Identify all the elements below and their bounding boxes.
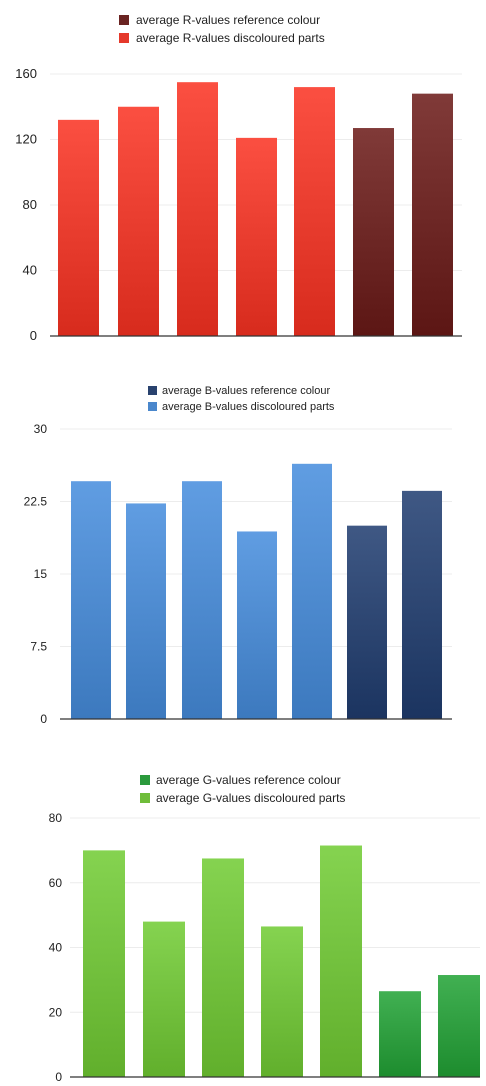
y-tick-label: 40 <box>23 263 37 278</box>
legend-swatch-discoloured <box>140 793 150 803</box>
bar-discoloured-parts <box>182 481 222 719</box>
r-bars <box>58 82 453 337</box>
bar-discoloured-parts <box>126 503 166 719</box>
bar-discoloured-parts <box>83 850 125 1077</box>
b-y-ticks: 0 7.5 15 22.5 30 <box>24 422 48 726</box>
legend-label-discoloured: average G-values discoloured parts <box>156 791 345 805</box>
legend-label-discoloured: average R-values discoloured parts <box>136 31 325 45</box>
b-values-chart: average B-values reference colour averag… <box>24 385 452 726</box>
bar-reference-colour <box>347 525 387 719</box>
b-bars <box>71 463 442 719</box>
legend-swatch-discoloured <box>119 33 129 43</box>
bar-discoloured-parts <box>71 481 111 719</box>
r-y-ticks: 0 40 80 120 160 <box>15 66 37 343</box>
y-tick-label: 0 <box>40 712 47 726</box>
y-tick-label: 20 <box>49 1005 63 1019</box>
legend-swatch-reference <box>148 386 157 395</box>
y-tick-label: 30 <box>34 422 48 436</box>
bar-discoloured-parts <box>202 858 244 1077</box>
y-tick-label: 160 <box>15 66 37 81</box>
bar-discoloured-parts <box>294 87 335 336</box>
bar-reference-colour <box>438 975 480 1077</box>
bar-discoloured-parts <box>292 463 332 719</box>
bar-reference-colour <box>402 490 442 719</box>
g-values-chart: average G-values reference colour averag… <box>49 773 480 1084</box>
y-tick-label: 7.5 <box>30 640 47 654</box>
legend-label-reference: average G-values reference colour <box>156 773 341 787</box>
y-tick-label: 15 <box>34 567 48 581</box>
bar-discoloured-parts <box>58 119 99 336</box>
legend-swatch-reference <box>119 15 129 25</box>
g-bars <box>83 845 480 1077</box>
bar-discoloured-parts <box>237 531 277 719</box>
legend-label-discoloured: average B-values discoloured parts <box>162 401 335 413</box>
r-values-chart-panel: average R-values reference colour averag… <box>0 0 486 360</box>
bar-discoloured-parts <box>261 926 303 1077</box>
legend-label-reference: average B-values reference colour <box>162 385 330 397</box>
bar-discoloured-parts <box>320 845 362 1077</box>
bar-reference-colour <box>412 93 453 337</box>
g-grid <box>70 817 480 1013</box>
y-tick-label: 60 <box>49 876 63 890</box>
bar-discoloured-parts <box>177 82 218 336</box>
g-y-ticks: 0 20 40 60 80 <box>49 811 63 1084</box>
b-legend: average B-values reference colour averag… <box>148 385 335 413</box>
bar-discoloured-parts <box>236 137 277 336</box>
legend-swatch-reference <box>140 775 150 785</box>
bar-reference-colour <box>353 128 394 336</box>
y-tick-label: 120 <box>15 132 37 147</box>
g-values-chart-panel: average G-values reference colour averag… <box>0 760 486 1084</box>
bar-discoloured-parts <box>143 921 185 1077</box>
y-tick-label: 40 <box>49 941 63 955</box>
bar-reference-colour <box>379 991 421 1077</box>
y-tick-label: 80 <box>23 197 37 212</box>
y-tick-label: 80 <box>49 811 63 825</box>
g-legend: average G-values reference colour averag… <box>140 773 345 805</box>
legend-label-reference: average R-values reference colour <box>136 13 320 27</box>
b-values-chart-panel: average B-values reference colour averag… <box>0 370 486 730</box>
legend-swatch-discoloured <box>148 402 157 411</box>
bar-discoloured-parts <box>118 106 159 336</box>
r-values-chart: average R-values reference colour averag… <box>15 13 462 343</box>
r-legend: average R-values reference colour averag… <box>119 13 325 45</box>
y-tick-label: 0 <box>55 1070 62 1081</box>
y-tick-label: 22.5 <box>24 495 48 509</box>
y-tick-label: 0 <box>30 328 37 343</box>
